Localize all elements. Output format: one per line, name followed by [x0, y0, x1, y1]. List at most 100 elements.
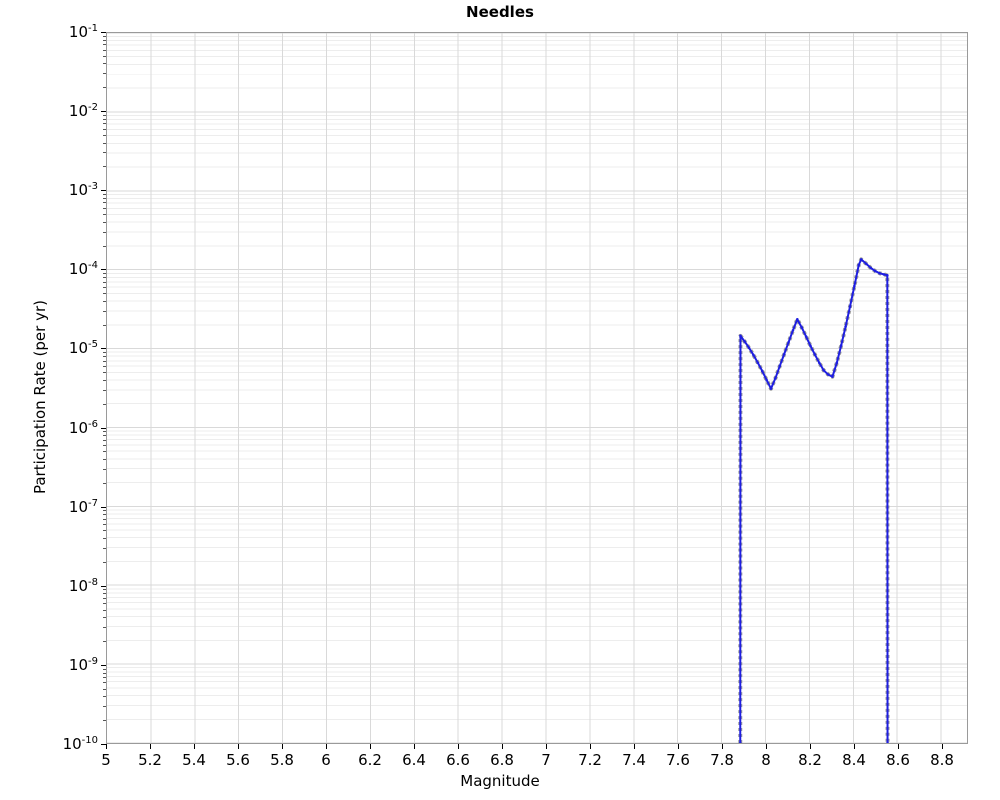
- series-point: [886, 741, 889, 743]
- y-tick-mantissa: 10: [68, 181, 89, 200]
- y-tick-mark-minor: [103, 352, 106, 354]
- y-tick-mark-minor: [103, 451, 106, 453]
- series-point: [760, 369, 764, 373]
- y-tick-mark-minor: [103, 300, 106, 302]
- series-point: [743, 340, 746, 343]
- y-tick-mark-minor: [103, 166, 106, 168]
- y-tick-mark-minor: [103, 439, 106, 441]
- x-tick-label: 7.6: [666, 751, 690, 769]
- y-tick-label: 10-4: [38, 261, 98, 277]
- y-tick-mark-minor: [103, 293, 106, 295]
- y-tick-mark-minor: [103, 589, 106, 591]
- series-point: [839, 343, 843, 347]
- y-tick-mark-minor: [103, 356, 106, 358]
- x-tick-label: 6.6: [446, 751, 470, 769]
- y-tick-mark-minor: [103, 207, 106, 209]
- y-tick-label: 10-1: [38, 24, 98, 40]
- series-point: [822, 369, 825, 372]
- y-tick-mark-minor: [103, 561, 106, 563]
- series-point: [826, 373, 830, 376]
- x-tick-mark: [678, 744, 680, 749]
- y-tick-mark-minor: [103, 668, 106, 670]
- series-point: [765, 378, 768, 382]
- y-tick-mantissa: 10: [68, 418, 89, 437]
- y-tick-label: 10-7: [38, 497, 98, 515]
- x-tick-mark: [458, 744, 460, 749]
- series-point: [848, 305, 852, 308]
- y-tick-mark-minor: [103, 365, 106, 367]
- y-tick-exponent: -8: [88, 576, 98, 588]
- y-tick-mark-minor: [103, 524, 106, 526]
- y-tick-mark-minor: [103, 372, 106, 374]
- y-tick-mark-minor: [103, 360, 106, 362]
- y-tick-exponent: -2: [88, 102, 98, 114]
- x-tick-label: 8.6: [886, 751, 910, 769]
- y-tick-label: 10-3: [38, 182, 98, 198]
- y-tick-mark-minor: [103, 431, 106, 433]
- x-tick-mark: [634, 744, 636, 749]
- y-tick-label: 10-8: [38, 576, 98, 594]
- x-tick-label: 8: [761, 751, 771, 769]
- series-point: [844, 325, 847, 328]
- y-tick-mark-minor: [103, 44, 106, 46]
- x-tick-mark: [282, 744, 283, 749]
- y-tick-mark-minor: [103, 272, 106, 274]
- y-tick-mark-minor: [103, 682, 106, 684]
- series-point: [752, 353, 755, 357]
- y-tick-mantissa: 10: [68, 23, 89, 41]
- y-tick-mantissa: 10: [68, 260, 89, 279]
- x-tick-label: 6.8: [490, 751, 514, 769]
- y-tick-mark: [101, 664, 106, 666]
- x-tick-mark: [106, 744, 107, 749]
- y-tick-exponent: -6: [88, 418, 98, 430]
- y-tick-mark-minor: [103, 379, 106, 381]
- series-point: [817, 361, 821, 365]
- y-tick-mark-minor: [103, 627, 106, 629]
- y-tick-mark-minor: [103, 310, 106, 312]
- y-tick-mark: [101, 585, 106, 587]
- y-tick-mark-minor: [103, 641, 106, 643]
- y-tick-mark-minor: [103, 617, 106, 619]
- y-tick-mark-minor: [103, 482, 106, 484]
- y-tick-label: 10-5: [38, 340, 98, 356]
- y-tick-exponent: -9: [88, 655, 98, 667]
- y-tick-mark: [101, 348, 106, 350]
- y-tick-exponent: -4: [88, 260, 98, 272]
- series-point: [853, 284, 856, 288]
- series-point: [873, 269, 877, 273]
- y-tick-mark-minor: [103, 281, 106, 283]
- y-tick-mark: [101, 269, 106, 271]
- x-tick-mark: [810, 744, 812, 749]
- y-tick-mark-minor: [103, 468, 106, 470]
- y-tick-mark-minor: [103, 389, 106, 391]
- y-tick-mark-minor: [103, 214, 106, 216]
- y-tick-mark-minor: [103, 530, 106, 532]
- x-axis-title: Magnitude: [460, 772, 540, 790]
- y-tick-mark-minor: [103, 114, 106, 116]
- y-tick-mantissa: 10: [68, 655, 89, 674]
- series-point: [747, 346, 751, 350]
- y-tick-mark-minor: [103, 435, 106, 437]
- series-point: [778, 364, 782, 368]
- x-tick-mark: [898, 744, 900, 749]
- series-point: [857, 263, 861, 267]
- x-tick-label: 6: [321, 751, 331, 769]
- x-tick-mark: [326, 744, 327, 749]
- y-tick-mark-minor: [103, 277, 106, 278]
- x-tick-label: 7: [541, 751, 551, 769]
- y-tick-mark-minor: [103, 677, 106, 679]
- series-line: [739, 258, 889, 743]
- y-tick-mark: [101, 506, 106, 508]
- y-tick-exponent: -7: [88, 497, 98, 509]
- y-tick-exponent: -5: [88, 339, 98, 351]
- y-tick-label: 10-2: [38, 103, 98, 119]
- grid-lines: [107, 33, 967, 743]
- series-point: [769, 387, 773, 390]
- y-tick-mark-minor: [103, 603, 106, 605]
- y-tick-exponent: -1: [88, 23, 98, 34]
- y-tick-mark-minor: [103, 39, 106, 41]
- series-point: [800, 326, 804, 329]
- y-tick-mark-minor: [103, 221, 106, 223]
- series-point: [886, 273, 889, 277]
- y-tick-mark-minor: [103, 324, 106, 326]
